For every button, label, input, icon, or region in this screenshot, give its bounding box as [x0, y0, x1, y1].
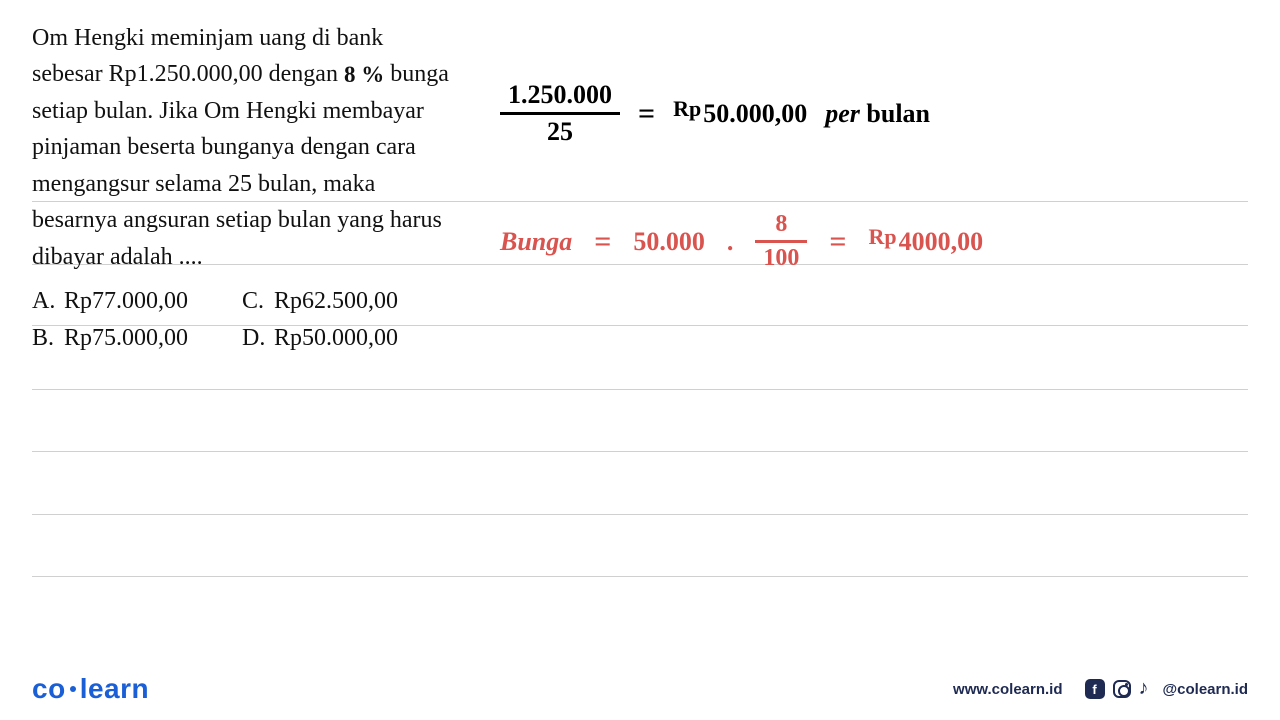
footer-right: www.colearn.id f @colearn.id [953, 679, 1248, 699]
answer-b: B. Rp75.000,00 [32, 320, 224, 356]
work-row-division: 1.250.000 25 = Rp50.000,00 per bulan [500, 80, 1260, 147]
logo-dot-icon [70, 686, 76, 692]
question-text-before: Om Hengki meminjam uang di bank sebesar … [32, 25, 383, 87]
equals-sign: = [829, 225, 846, 259]
fraction-numerator: 8 [767, 211, 795, 240]
instagram-icon [1113, 680, 1131, 698]
dot-operator: . [727, 227, 734, 257]
per-text: per bulan [825, 99, 930, 129]
currency-prefix: Rp [868, 224, 896, 249]
handwritten-work: 1.250.000 25 = Rp50.000,00 per bulan Bun… [500, 80, 1260, 272]
fraction: 1.250.000 25 [500, 80, 620, 147]
answer-value: Rp75.000,00 [64, 320, 224, 356]
answer-label: D. [242, 320, 264, 356]
answer-c: C. Rp62.500,00 [242, 283, 434, 319]
footer: colearn www.colearn.id f @colearn.id [0, 658, 1280, 720]
amount: 50.000,00 [703, 99, 807, 128]
page: Om Hengki meminjam uang di bank sebesar … [0, 0, 1280, 720]
result-value: Rp50.000,00 [673, 99, 807, 129]
handwritten-blank-value: 8 % [344, 58, 384, 93]
fraction-denominator: 25 [539, 115, 581, 147]
answer-d: D. Rp50.000,00 [242, 320, 434, 356]
logo-text-right: learn [80, 673, 149, 704]
answer-a: A. Rp77.000,00 [32, 283, 224, 319]
answer-value: Rp77.000,00 [64, 283, 224, 319]
social-handle: @colearn.id [1163, 681, 1248, 698]
amount: 4000,00 [899, 227, 984, 256]
fraction-numerator: 1.250.000 [500, 80, 620, 112]
answer-value: Rp50.000,00 [274, 320, 434, 356]
mult-left: 50.000 [633, 227, 705, 257]
question-block: Om Hengki meminjam uang di bank sebesar … [32, 20, 452, 356]
fraction: 8 100 [755, 211, 807, 272]
social-icons: f @colearn.id [1085, 679, 1248, 699]
logo-text-left: co [32, 673, 66, 704]
brand-logo: colearn [32, 673, 149, 705]
result-value: Rp4000,00 [868, 227, 983, 257]
answer-label: C. [242, 283, 264, 319]
website-url: www.colearn.id [953, 681, 1062, 698]
answer-value: Rp62.500,00 [274, 283, 434, 319]
answer-label: B. [32, 320, 54, 356]
question-text-after: bunga setiap bulan. Jika Om Hengki memba… [32, 61, 449, 269]
work-row-interest: Bunga = 50.000 . 8 100 = Rp4000,00 [500, 211, 1260, 272]
equals-sign: = [638, 97, 655, 131]
tiktok-icon [1139, 679, 1155, 699]
fraction-denominator: 100 [755, 243, 807, 272]
answer-options: A. Rp77.000,00 C. Rp62.500,00 B. Rp75.00… [32, 283, 452, 356]
bunga-label: Bunga [500, 227, 572, 257]
answer-label: A. [32, 283, 54, 319]
currency-prefix: Rp [673, 96, 701, 121]
equals-sign: = [594, 225, 611, 259]
facebook-icon: f [1085, 679, 1105, 699]
